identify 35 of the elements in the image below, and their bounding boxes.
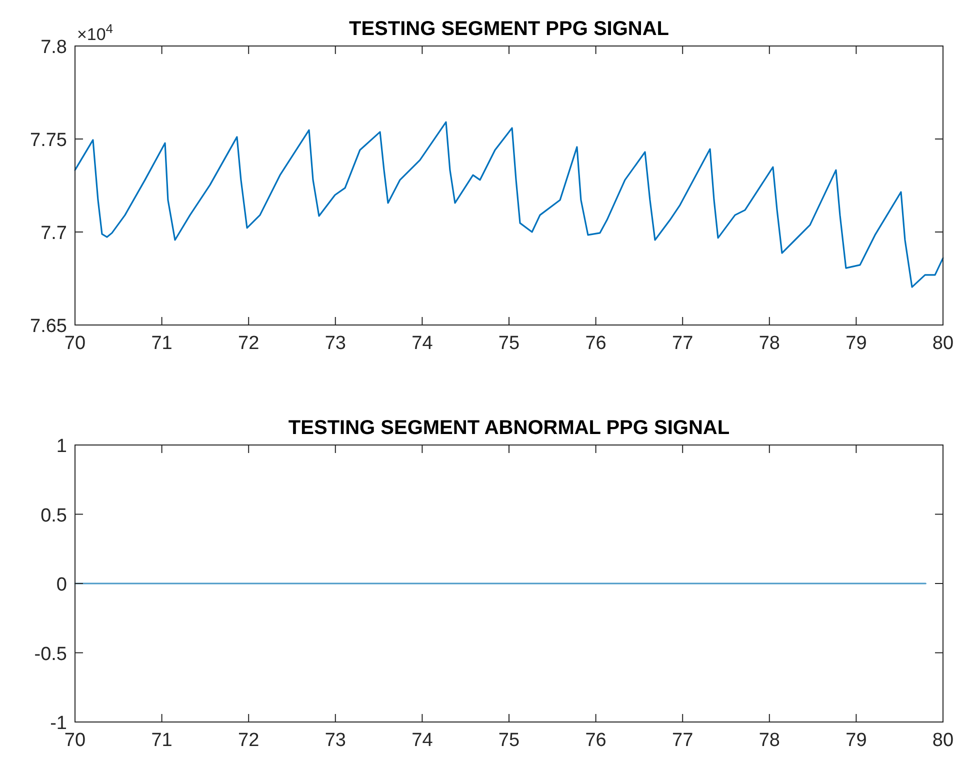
x-tick-label: 74 xyxy=(412,333,434,354)
x-tick-label: 78 xyxy=(758,730,780,751)
y-tick-label: 0.5 xyxy=(40,505,67,526)
x-tick-label: 73 xyxy=(324,333,346,354)
x-tick-label: 78 xyxy=(758,333,780,354)
x-tick-label: 80 xyxy=(932,333,954,354)
y-tick-label: 7.75 xyxy=(30,130,67,151)
y-tick-label: 7.65 xyxy=(30,316,67,337)
x-tick-label: 79 xyxy=(846,333,867,354)
x-tick-label: 75 xyxy=(498,730,520,751)
x-tick-label: 71 xyxy=(151,333,172,354)
x-tick-label: 72 xyxy=(238,333,260,354)
y-tick-label: 0 xyxy=(56,574,67,596)
y-tick-label: 7.7 xyxy=(40,223,67,244)
x-tick-label: 74 xyxy=(412,730,434,751)
x-tick-label: 77 xyxy=(672,333,694,354)
line-series xyxy=(74,121,944,288)
x-tick-label: 73 xyxy=(324,730,346,751)
y-tick-label: 7.8 xyxy=(40,37,67,58)
chart-title: TESTING SEGMENT PPG SIGNAL xyxy=(348,18,670,40)
x-tick-label: 72 xyxy=(238,730,260,751)
x-tick-label: 71 xyxy=(151,730,172,751)
x-tick-label: 70 xyxy=(64,333,86,354)
x-tick-label: 75 xyxy=(498,333,520,354)
y-tick-label: -1 xyxy=(50,713,67,734)
x-tick-label: 70 xyxy=(64,730,86,751)
x-tick-label: 76 xyxy=(585,333,606,354)
x-tick-label: 77 xyxy=(672,730,694,751)
x-tick-label: 80 xyxy=(932,730,954,751)
chart-title: TESTING SEGMENT ABNORMAL PPG SIGNAL xyxy=(288,417,730,439)
y-tick-label: -0.5 xyxy=(34,644,67,665)
x-tick-label: 79 xyxy=(846,730,867,751)
text: ×10$^{4}$ xyxy=(77,20,113,44)
y-tick-label: 1 xyxy=(56,436,67,457)
x-tick-label: 76 xyxy=(585,730,606,751)
